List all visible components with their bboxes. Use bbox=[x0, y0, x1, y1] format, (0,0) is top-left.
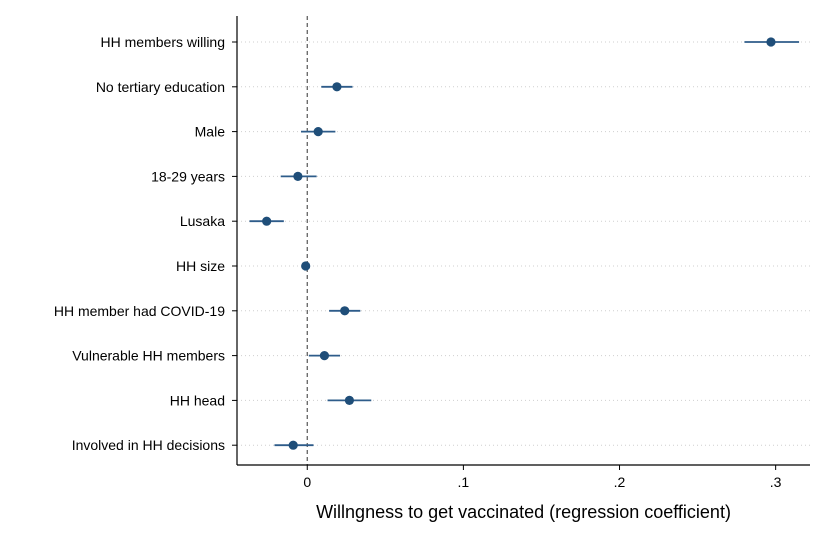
category-label: Male bbox=[195, 124, 226, 140]
coefficient-points bbox=[262, 37, 776, 450]
coefficient-point bbox=[293, 171, 303, 181]
coefficient-point bbox=[332, 82, 342, 92]
coefficient-point bbox=[262, 216, 272, 226]
category-label: HH head bbox=[170, 392, 225, 408]
x-tick-label: .2 bbox=[614, 474, 626, 490]
coefficient-point bbox=[344, 395, 355, 405]
category-label: HH member had COVID-19 bbox=[54, 303, 225, 319]
grid-lines bbox=[237, 41, 810, 446]
category-labels: HH members willing No tertiary education M… bbox=[54, 34, 237, 453]
confidence-intervals bbox=[249, 41, 800, 447]
x-ticks: 0 .1 .2 .3 bbox=[303, 465, 782, 490]
coefficient-point bbox=[340, 306, 350, 316]
category-label: Involved in HH decisions bbox=[72, 437, 225, 453]
category-label: HH members willing bbox=[101, 34, 225, 50]
coefficient-point bbox=[766, 37, 776, 47]
coefficient-point bbox=[313, 127, 323, 137]
coefficient-point bbox=[288, 440, 298, 450]
category-label: 18-29 years bbox=[151, 168, 225, 184]
x-tick-label: .1 bbox=[458, 474, 470, 490]
category-label: No tertiary education bbox=[96, 79, 225, 95]
x-axis-title: Willngness to get vaccinated (regression… bbox=[316, 502, 731, 522]
coefficient-point bbox=[301, 261, 311, 271]
category-label: Lusaka bbox=[180, 213, 225, 229]
x-tick-label: .3 bbox=[770, 474, 782, 490]
x-tick-label: 0 bbox=[303, 474, 311, 490]
category-label: HH size bbox=[176, 258, 225, 274]
coefficient-point bbox=[319, 351, 330, 361]
category-label: Vulnerable HH members bbox=[72, 348, 225, 364]
